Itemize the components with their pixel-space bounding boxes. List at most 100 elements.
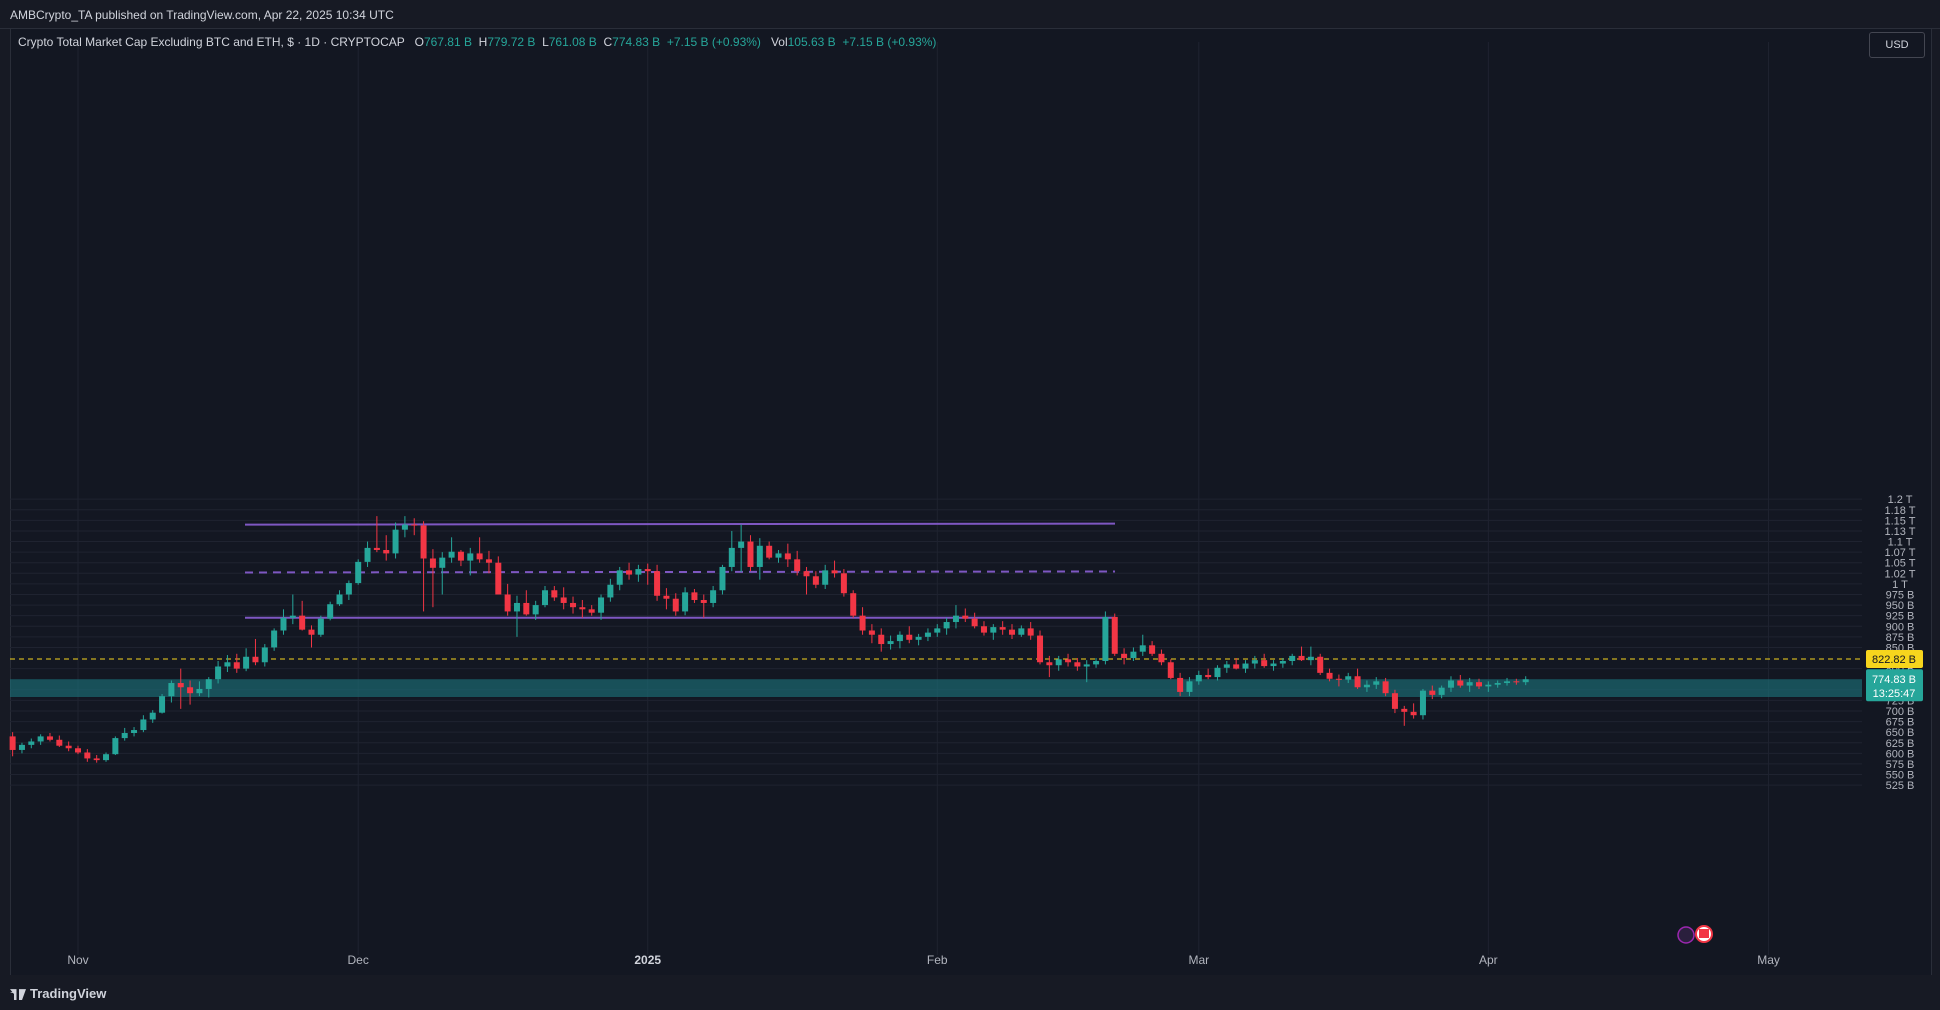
candle-up: [756, 538, 763, 580]
candle-body: [1289, 655, 1296, 661]
candle-body: [1382, 681, 1389, 694]
candle-up: [215, 660, 222, 684]
last-price-tag: [1866, 669, 1923, 702]
candle-down: [1027, 622, 1034, 640]
candle-up: [18, 742, 25, 754]
candle-down: [831, 560, 838, 578]
candle-body: [28, 741, 35, 745]
candle-down: [663, 588, 670, 610]
candle-body: [915, 636, 922, 640]
candle-up: [327, 601, 334, 621]
candle-up: [1102, 611, 1109, 665]
candle-body: [934, 628, 941, 633]
candle-down: [65, 741, 72, 752]
candle-up: [682, 587, 689, 616]
candle-body: [1522, 679, 1529, 683]
candle-down: [840, 569, 847, 597]
candle-down: [971, 612, 978, 629]
candle-body: [579, 607, 586, 610]
candle-down: [794, 550, 801, 576]
candle-up: [364, 541, 371, 567]
candle-body: [943, 622, 950, 629]
candle-body: [1494, 683, 1501, 685]
candle-down: [1009, 624, 1015, 639]
range-high-line: [244, 522, 1116, 526]
level-tag-label: 822.82 B: [1872, 654, 1916, 666]
candle-body: [504, 594, 511, 612]
candle-down: [1317, 653, 1324, 675]
candle-body: [383, 550, 390, 554]
candle-up: [896, 631, 903, 649]
candle-down: [476, 537, 483, 563]
price-tick-label: 550 B: [1886, 770, 1915, 782]
candle-down: [1457, 674, 1464, 688]
candle-down: [46, 733, 53, 742]
candle-down: [579, 599, 586, 618]
candle-up: [1447, 676, 1454, 692]
candle-body: [1270, 663, 1277, 667]
candle-down: [56, 735, 63, 747]
candle-body: [635, 569, 642, 575]
price-tick-label: 1.02 T: [1885, 568, 1916, 580]
candle-up: [635, 564, 642, 582]
candle-body: [971, 618, 978, 627]
candle-body: [1065, 659, 1072, 663]
candle-up: [924, 628, 931, 642]
candle-body: [682, 592, 689, 612]
candle-up: [719, 564, 726, 595]
candle-body: [1298, 655, 1305, 661]
candle-body: [1018, 628, 1025, 635]
price-tick-label: 1.05 T: [1885, 558, 1916, 570]
candle-down: [495, 556, 502, 595]
candle-body: [243, 656, 250, 669]
candle-body: [224, 662, 231, 667]
candle-up: [37, 734, 44, 745]
candle-body: [626, 570, 633, 575]
candle-down: [485, 550, 492, 574]
candle-up: [616, 566, 623, 591]
close-label: C: [603, 35, 613, 49]
time-tick-label: May: [1757, 953, 1780, 967]
tradingview-mark-icon: [10, 989, 26, 1001]
candle-body: [448, 551, 455, 558]
candle-up: [28, 738, 35, 749]
candle-down: [868, 624, 875, 644]
candle-body: [1419, 690, 1426, 716]
tradingview-logo[interactable]: TradingView: [10, 986, 106, 1001]
candle-body: [887, 641, 894, 645]
candle-down: [878, 628, 885, 652]
candle-body: [588, 609, 595, 613]
candle-body: [280, 617, 287, 631]
candle-up: [934, 624, 941, 637]
grid-lines: [10, 42, 1862, 955]
candle-down: [1177, 672, 1184, 697]
candle-body: [1055, 659, 1062, 666]
low-value: 761.08 B: [548, 35, 597, 49]
candle-body: [542, 590, 548, 606]
candle-down: [551, 586, 558, 601]
currency-button[interactable]: USD: [1869, 32, 1925, 58]
candle-down: [1037, 630, 1044, 665]
chart-pane[interactable]: [10, 28, 1932, 976]
candle-up: [1195, 670, 1202, 685]
price-tick-label: 700 B: [1886, 706, 1915, 718]
candle-up: [112, 736, 119, 756]
candle-up: [775, 550, 782, 563]
candle-body: [1354, 676, 1361, 688]
price-tick-label: 525 B: [1886, 780, 1915, 792]
price-tick-label: 950 B: [1886, 600, 1915, 612]
candle-up: [738, 524, 745, 573]
candle-up: [196, 681, 203, 697]
candle-body: [1214, 667, 1221, 678]
candle-down: [1429, 685, 1436, 700]
price-tick-label: 1.07 T: [1885, 547, 1916, 559]
candle-up: [1186, 677, 1193, 697]
candle-body: [177, 683, 184, 688]
candle-up: [336, 590, 343, 606]
candle-down: [1074, 658, 1081, 671]
candle-up: [1018, 625, 1025, 637]
candle-body: [317, 618, 324, 635]
candle-down: [850, 590, 857, 618]
candle-up: [1270, 660, 1277, 671]
